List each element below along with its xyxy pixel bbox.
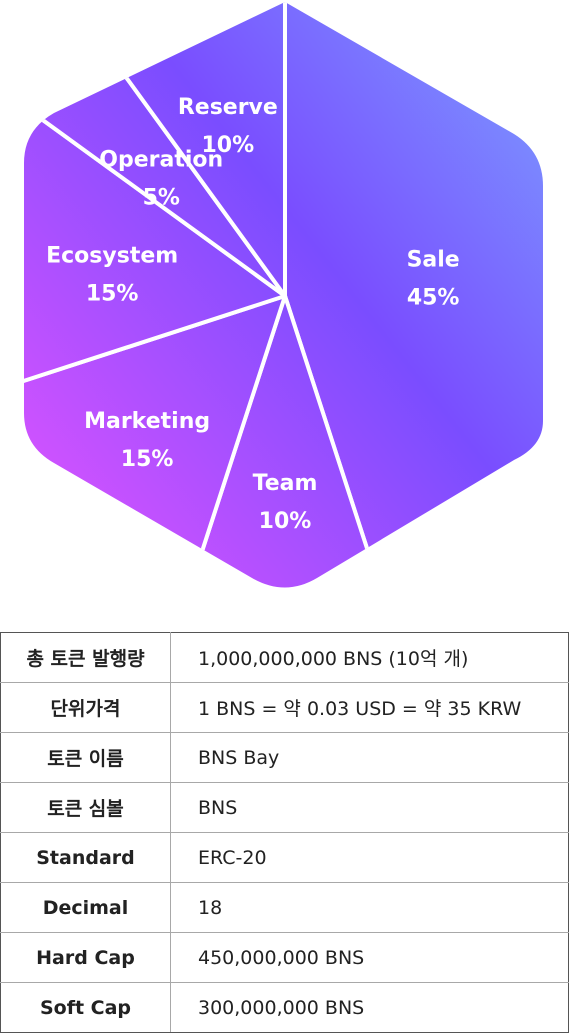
slice-reserve [24,2,287,298]
table-value-cell: BNS [170,782,569,833]
slice-value-sale: 45% [407,286,460,311]
slice-value-ecosystem: 15% [86,282,139,307]
table-value-cell: ERC-20 [170,832,569,883]
slice-label-team: Team [253,471,318,496]
slice-label-reserve: Reserve [178,95,278,120]
table-key-cell: Hard Cap [0,932,171,983]
table-value-cell: 18 [170,882,569,933]
token-allocation-chart: Sale 45% Team 10% Marketing 15% Ecosystem 15% Op… [24,2,543,588]
table-key-cell: Decimal [0,882,171,933]
table-value-cell: 300,000,000 BNS [170,982,569,1033]
table-key-cell: 단위가격 [0,682,171,733]
slice-operation [24,2,287,298]
table-row: 토큰 심볼 BNS [0,782,569,833]
table-value-cell: BNS Bay [170,732,569,783]
slice-label-sale: Sale [407,248,460,273]
table-key-cell: 토큰 이름 [0,732,171,783]
slice-value-operation: 5% [143,185,180,210]
table-key-cell: 총 토큰 발행량 [0,632,171,683]
token-info-table: 총 토큰 발행량 1,000,000,000 BNS (10억 개) 단위가격 1 B… [0,632,569,1033]
slice-value-reserve: 10% [201,133,254,158]
slice-value-team: 10% [259,509,312,534]
table-row: Standard ERC-20 [0,832,569,883]
slice-label-ecosystem: Ecosystem [46,244,178,269]
table-row: Hard Cap 450,000,000 BNS [0,932,569,983]
table-key-cell: 토큰 심볼 [0,782,171,833]
slice-label-marketing: Marketing [84,409,210,434]
slice-marketing [24,294,287,588]
table-key-cell: Standard [0,832,171,883]
table-value-cell: 1,000,000,000 BNS (10억 개) [170,632,569,683]
table-row: Decimal 18 [0,882,569,933]
table-key-cell: Soft Cap [0,982,171,1033]
hexagon-pie-chart: Sale 45% Team 10% Marketing 15% Ecosystem 15% Op… [24,2,543,588]
table-row: 총 토큰 발행량 1,000,000,000 BNS (10억 개) [0,632,569,683]
table-row: Soft Cap 300,000,000 BNS [0,982,569,1033]
slice-label-operation: Operation [99,147,223,172]
table-row: 토큰 이름 BNS Bay [0,732,569,783]
table-value-cell: 1 BNS = 약 0.03 USD = 약 35 KRW [170,682,569,733]
table-value-cell: 450,000,000 BNS [170,932,569,983]
slice-value-marketing: 15% [121,447,174,472]
table-row: 단위가격 1 BNS = 약 0.03 USD = 약 35 KRW [0,682,569,733]
